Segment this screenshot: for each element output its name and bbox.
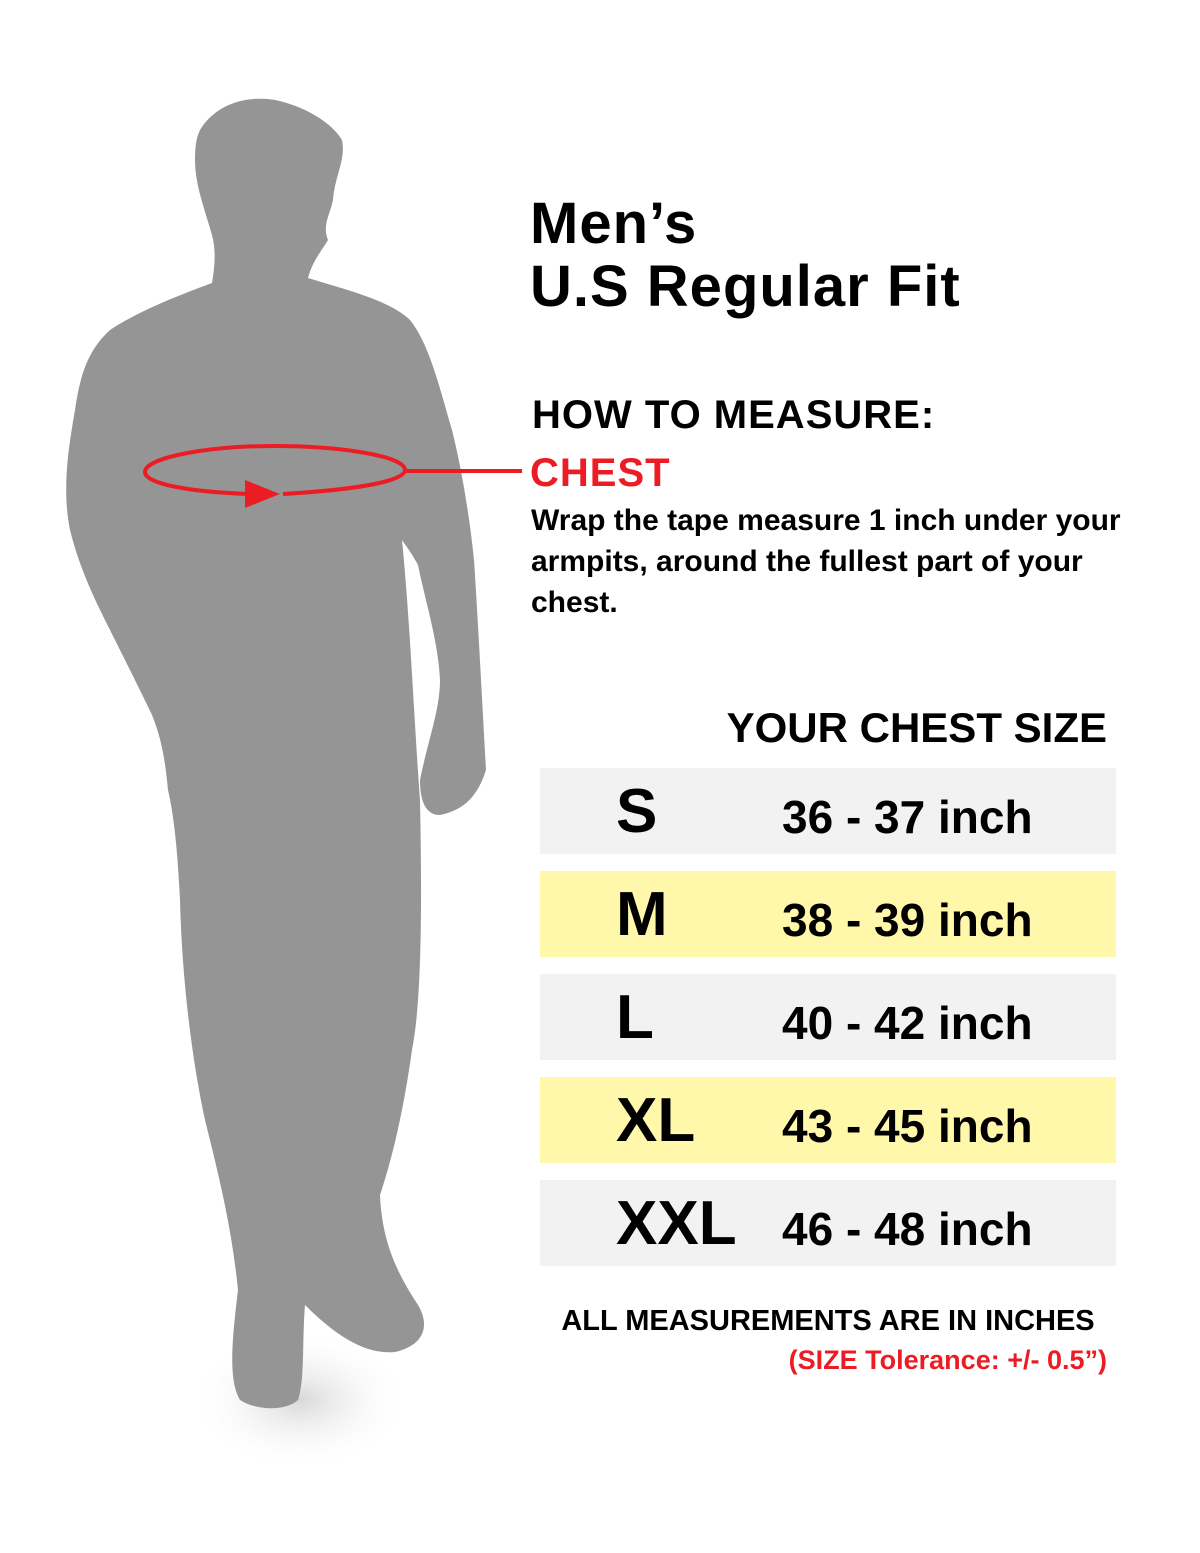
- man-silhouette-figure: [66, 98, 522, 1470]
- size-label: XXL: [616, 1189, 737, 1258]
- size-row-xl: XL 43 - 45 inch: [540, 1077, 1116, 1163]
- arrow-right-icon: [245, 480, 280, 508]
- size-label: L: [616, 983, 654, 1052]
- size-row-s: S 36 - 37 inch: [540, 768, 1116, 854]
- chest-size-heading: YOUR CHEST SIZE: [726, 704, 1107, 751]
- how-to-measure-heading: HOW TO MEASURE:: [532, 393, 936, 437]
- size-row-xxl: XXL 46 - 48 inch: [540, 1180, 1116, 1266]
- size-row-l: L 40 - 42 inch: [540, 974, 1116, 1060]
- size-range: 38 - 39 inch: [782, 894, 1033, 946]
- size-label: XL: [616, 1086, 696, 1155]
- size-range: 46 - 48 inch: [782, 1203, 1033, 1255]
- size-range: 40 - 42 inch: [782, 997, 1033, 1049]
- chest-label: CHEST: [530, 451, 671, 495]
- measurement-units-note: ALL MEASUREMENTS ARE IN INCHES: [561, 1305, 1095, 1337]
- measure-description: Wrap the tape measure 1 inch under your …: [531, 504, 1121, 619]
- title-line-1: Men’s: [530, 191, 698, 256]
- size-tolerance-note: (SIZE Tolerance: +/- 0.5”): [788, 1345, 1107, 1375]
- size-range: 36 - 37 inch: [782, 791, 1033, 843]
- size-range: 43 - 45 inch: [782, 1100, 1033, 1152]
- title-line-2: U.S Regular Fit: [530, 254, 961, 319]
- size-label: S: [616, 777, 658, 846]
- size-row-m: M 38 - 39 inch: [540, 871, 1116, 957]
- chest-tape-measure: [142, 443, 522, 508]
- size-label: M: [616, 880, 668, 949]
- man-silhouette: [66, 98, 486, 1409]
